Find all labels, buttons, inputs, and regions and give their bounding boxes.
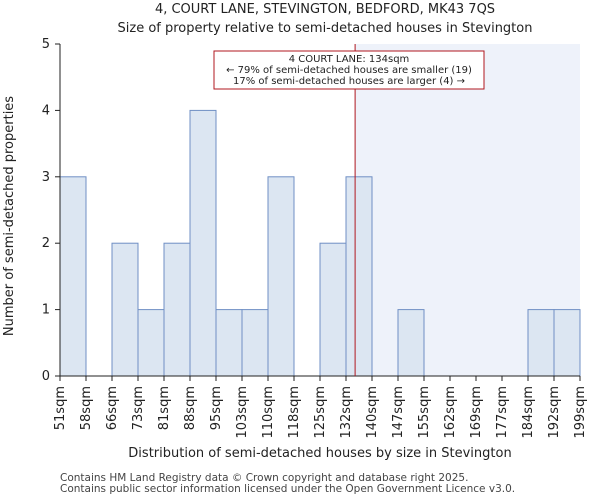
- x-tick-label: 95sqm: [209, 386, 224, 430]
- bar-95sqm: [215, 309, 243, 377]
- annotation-line-2: ← 79% of semi-detached houses are smalle…: [226, 65, 472, 76]
- x-tick-label: 103sqm: [235, 386, 250, 439]
- y-axis-label: Number of semi-detached properties: [2, 96, 17, 336]
- x-tick-label: 162sqm: [443, 386, 458, 439]
- bar-132sqm: [345, 176, 373, 377]
- x-tick-label: 88sqm: [183, 386, 198, 430]
- x-tick-label: 169sqm: [469, 386, 484, 439]
- y-tick-label: 2: [42, 236, 50, 251]
- x-tick-label: 81sqm: [157, 386, 172, 430]
- y-tick-label: 0: [42, 369, 50, 384]
- x-tick-label: 73sqm: [131, 386, 146, 430]
- x-tick-label: 118sqm: [287, 386, 302, 439]
- bar-81sqm: [163, 242, 191, 377]
- bar-184sqm: [527, 309, 555, 377]
- bar-73sqm: [137, 309, 165, 377]
- bar-192sqm: [553, 309, 581, 377]
- bar-103sqm: [241, 309, 269, 377]
- x-tick-label: 155sqm: [417, 386, 432, 439]
- y-tick-label: 3: [42, 170, 50, 185]
- annotation-box: 4 COURT LANE: 134sqm ← 79% of semi-detac…: [213, 50, 485, 90]
- bar-125sqm: [319, 242, 347, 377]
- footer-line-2: Contains public sector information licen…: [60, 483, 516, 495]
- bar-66sqm: [111, 242, 139, 377]
- y-tick-label: 4: [42, 103, 50, 118]
- y-tick-label: 1: [42, 303, 50, 318]
- bar-110sqm: [267, 176, 295, 377]
- bar-147sqm: [397, 309, 425, 377]
- annotation-border: [213, 50, 485, 90]
- bar-88sqm: [189, 109, 217, 377]
- x-tick-label: 140sqm: [365, 386, 380, 439]
- x-tick-label: 192sqm: [547, 386, 562, 439]
- annotation-line-1: 4 COURT LANE: 134sqm: [289, 54, 410, 65]
- chart: 4, COURT LANE, STEVINGTON, BEDFORD, MK43…: [2, 2, 588, 461]
- x-tick-label: 199sqm: [573, 386, 588, 439]
- x-tick-label: 132sqm: [339, 386, 354, 439]
- x-axis-label: Distribution of semi-detached houses by …: [128, 446, 511, 461]
- bar-51sqm: [59, 176, 87, 377]
- chart-subtitle: Size of property relative to semi-detach…: [118, 21, 533, 36]
- x-tick-label: 184sqm: [521, 386, 536, 439]
- chart-title: 4, COURT LANE, STEVINGTON, BEDFORD, MK43…: [155, 2, 495, 17]
- x-tick-label: 177sqm: [495, 386, 510, 439]
- annotation-line-3: 17% of semi-detached houses are larger (…: [233, 76, 465, 87]
- x-tick-label: 147sqm: [391, 386, 406, 439]
- footer-line-1: Contains HM Land Registry data © Crown c…: [60, 472, 469, 484]
- x-tick-label: 66sqm: [105, 386, 120, 430]
- y-tick-label: 5: [42, 37, 50, 52]
- x-tick-label: 51sqm: [53, 386, 68, 430]
- x-tick-label: 125sqm: [313, 386, 328, 439]
- x-tick-label: 110sqm: [261, 386, 276, 439]
- x-tick-label: 58sqm: [79, 386, 94, 430]
